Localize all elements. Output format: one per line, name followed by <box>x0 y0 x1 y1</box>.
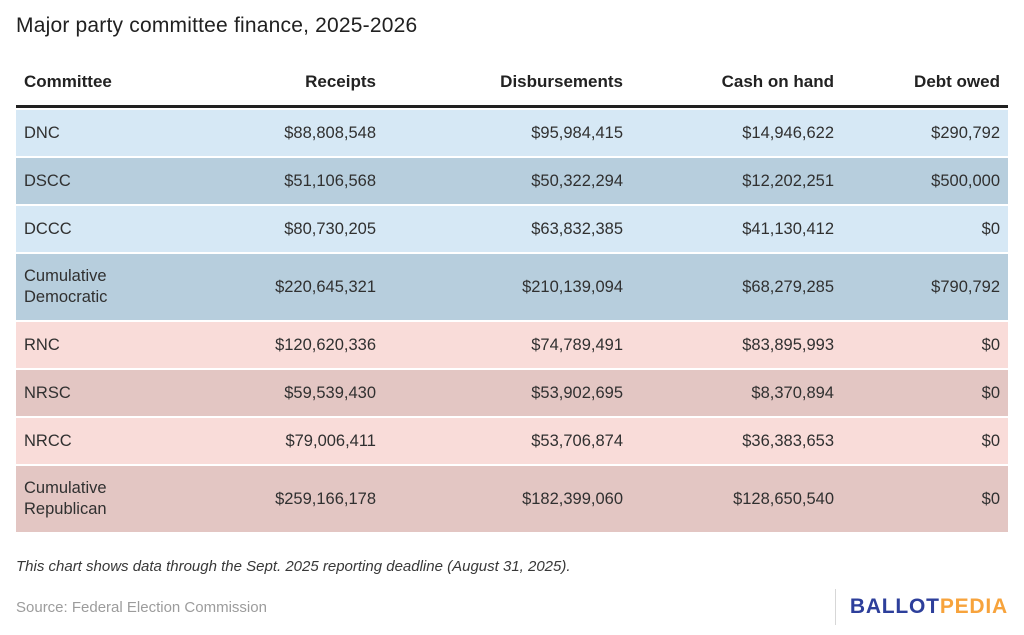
table-row-dnc: DNC $88,808,548 $95,984,415 $14,946,622 … <box>16 110 1008 156</box>
disbursements-cell: $210,139,094 <box>384 254 631 320</box>
committee-cell: DNC <box>16 110 188 156</box>
disbursements-cell: $95,984,415 <box>384 110 631 156</box>
receipts-cell: $259,166,178 <box>188 466 384 532</box>
footer: Source: Federal Election Commission BALL… <box>16 589 1008 625</box>
disbursements-cell: $50,322,294 <box>384 158 631 204</box>
cash-on-hand-cell: $36,383,653 <box>631 418 842 464</box>
logo-text-pedia: PEDIA <box>939 595 1008 618</box>
logo-text: BALLOTPEDIA <box>850 595 1008 619</box>
debt-owed-cell: $790,792 <box>842 254 1008 320</box>
committee-cell: DCCC <box>16 206 188 252</box>
cash-on-hand-cell: $8,370,894 <box>631 370 842 416</box>
table-body: DNC $88,808,548 $95,984,415 $14,946,622 … <box>16 110 1008 532</box>
column-header-disbursements: Disbursements <box>384 66 631 108</box>
cash-on-hand-cell: $128,650,540 <box>631 466 842 532</box>
disbursements-cell: $63,832,385 <box>384 206 631 252</box>
disbursements-cell: $74,789,491 <box>384 322 631 368</box>
receipts-cell: $51,106,568 <box>188 158 384 204</box>
table-row-nrcc: NRCC $79,006,411 $53,706,874 $36,383,653… <box>16 418 1008 464</box>
table-row-cumulative-republican: Cumulative Republican $259,166,178 $182,… <box>16 466 1008 532</box>
table-row-rnc: RNC $120,620,336 $74,789,491 $83,895,993… <box>16 322 1008 368</box>
finance-table: Committee Receipts Disbursements Cash on… <box>16 64 1008 534</box>
table-row-nrsc: NRSC $59,539,430 $53,902,695 $8,370,894 … <box>16 370 1008 416</box>
logo-text-ballot: BALLOT <box>849 595 940 618</box>
logo-divider <box>834 589 836 625</box>
debt-owed-cell: $0 <box>842 418 1008 464</box>
debt-owed-cell: $290,792 <box>842 110 1008 156</box>
column-header-receipts: Receipts <box>188 66 384 108</box>
column-header-cash-on-hand: Cash on hand <box>631 66 842 108</box>
footnote: This chart shows data through the Sept. … <box>16 558 571 575</box>
receipts-cell: $88,808,548 <box>188 110 384 156</box>
receipts-cell: $220,645,321 <box>188 254 384 320</box>
table-row-dccc: DCCC $80,730,205 $63,832,385 $41,130,412… <box>16 206 1008 252</box>
receipts-cell: $79,006,411 <box>188 418 384 464</box>
column-header-debt-owed: Debt owed <box>842 66 1008 108</box>
source-credit: Source: Federal Election Commission <box>16 598 267 616</box>
disbursements-cell: $182,399,060 <box>384 466 631 532</box>
disbursements-cell: $53,902,695 <box>384 370 631 416</box>
cash-on-hand-cell: $68,279,285 <box>631 254 842 320</box>
committee-cell: RNC <box>16 322 188 368</box>
debt-owed-cell: $0 <box>842 206 1008 252</box>
receipts-cell: $59,539,430 <box>188 370 384 416</box>
receipts-cell: $120,620,336 <box>188 322 384 368</box>
table-header: Committee Receipts Disbursements Cash on… <box>16 66 1008 108</box>
disbursements-cell: $53,706,874 <box>384 418 631 464</box>
cash-on-hand-cell: $41,130,412 <box>631 206 842 252</box>
debt-owed-cell: $500,000 <box>842 158 1008 204</box>
column-header-committee: Committee <box>16 66 188 108</box>
ballotpedia-logo: BALLOTPEDIA <box>834 589 1008 625</box>
cash-on-hand-cell: $12,202,251 <box>631 158 842 204</box>
debt-owed-cell: $0 <box>842 370 1008 416</box>
page-title: Major party committee finance, 2025-2026 <box>16 14 418 37</box>
header-row: Committee Receipts Disbursements Cash on… <box>16 66 1008 108</box>
committee-cell: Cumulative Democratic <box>16 254 188 320</box>
table-row-cumulative-democratic: Cumulative Democratic $220,645,321 $210,… <box>16 254 1008 320</box>
table-row-dscc: DSCC $51,106,568 $50,322,294 $12,202,251… <box>16 158 1008 204</box>
debt-owed-cell: $0 <box>842 322 1008 368</box>
committee-cell: DSCC <box>16 158 188 204</box>
committee-cell: Cumulative Republican <box>16 466 188 532</box>
cash-on-hand-cell: $83,895,993 <box>631 322 842 368</box>
committee-cell: NRCC <box>16 418 188 464</box>
cash-on-hand-cell: $14,946,622 <box>631 110 842 156</box>
debt-owed-cell: $0 <box>842 466 1008 532</box>
receipts-cell: $80,730,205 <box>188 206 384 252</box>
committee-cell: NRSC <box>16 370 188 416</box>
